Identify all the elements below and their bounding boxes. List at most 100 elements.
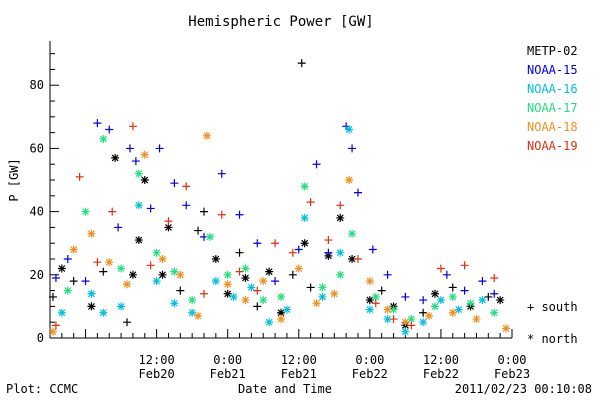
data-point-north — [223, 289, 232, 298]
data-point-north — [265, 267, 274, 276]
data-point-north — [365, 277, 374, 286]
data-point-south — [63, 255, 72, 264]
x-tick-label-date: Feb22 — [352, 367, 388, 381]
legend-entry-metp-02: METP-02 — [527, 44, 578, 58]
axis-ticks: 02040608012:00Feb200:00Feb2112:00Feb210:… — [30, 53, 530, 381]
data-point-south — [460, 286, 469, 295]
data-point-north — [466, 299, 475, 308]
data-point-north — [57, 308, 66, 317]
data-point-south — [200, 207, 208, 216]
legend: METP-02 NOAA-15 NOAA-16 NOAA-17 NOAA-18 NOAA-… — [527, 44, 578, 346]
data-point-north — [134, 236, 143, 245]
data-point-south — [297, 59, 306, 68]
data-point-north — [448, 292, 457, 301]
data-point-north — [48, 327, 57, 336]
data-point-south — [348, 144, 357, 153]
data-point-north — [81, 207, 90, 216]
x-tick-label-date: Feb20 — [139, 367, 175, 381]
data-point-south — [146, 261, 155, 270]
data-point-north — [265, 318, 274, 327]
data-points — [48, 59, 511, 336]
legend-entry-noaa-18: NOAA-18 — [527, 120, 578, 134]
data-point-north — [407, 315, 416, 324]
data-point-north — [345, 176, 354, 185]
data-point-south — [271, 277, 280, 286]
data-point-south — [131, 157, 140, 166]
data-point-north — [158, 270, 167, 279]
legend-entry-noaa-17: NOAA-17 — [527, 101, 578, 115]
data-point-north — [318, 292, 327, 301]
data-point-north — [99, 134, 108, 143]
data-point-north — [202, 131, 211, 140]
data-point-south — [51, 273, 60, 282]
data-point-north — [69, 245, 78, 254]
y-tick-label: 40 — [30, 205, 44, 219]
data-point-north — [211, 255, 220, 264]
data-point-south — [354, 188, 362, 197]
data-point-north — [348, 229, 357, 238]
data-point-north — [336, 213, 345, 222]
x-tick-label-time: 12:00 — [423, 353, 459, 367]
data-point-south — [182, 182, 191, 191]
data-point-north — [371, 292, 380, 301]
data-point-south — [155, 144, 164, 153]
data-point-south — [383, 270, 392, 279]
data-point-north — [259, 296, 268, 305]
data-point-north — [57, 264, 66, 273]
data-point-north — [478, 296, 487, 305]
data-point-north — [259, 277, 268, 286]
data-point-north — [152, 248, 161, 257]
data-point-north — [140, 150, 149, 159]
data-point-north — [205, 232, 214, 241]
data-point-south — [324, 236, 333, 245]
data-point-south — [448, 283, 457, 292]
data-point-north — [188, 296, 197, 305]
y-tick-label: 0 — [37, 331, 44, 345]
data-point-north — [277, 292, 285, 301]
data-point-south — [200, 289, 208, 298]
y-tick-label: 80 — [30, 78, 44, 92]
data-point-south — [194, 226, 203, 235]
data-point-north — [170, 267, 179, 276]
data-point-north — [389, 305, 398, 314]
legend-marker-south: + south — [527, 300, 578, 314]
chart-title: Hemispheric Power [GW] — [188, 14, 373, 30]
data-point-south — [312, 160, 321, 169]
y-tick-label: 60 — [30, 141, 44, 155]
data-point-north — [448, 308, 457, 317]
data-point-north — [87, 229, 96, 238]
data-point-south — [377, 286, 386, 295]
data-point-south — [235, 267, 244, 276]
data-point-north — [419, 318, 428, 327]
data-point-south — [460, 261, 469, 270]
data-point-south — [217, 169, 226, 178]
data-point-south — [81, 277, 90, 286]
data-point-north — [63, 286, 72, 295]
series-noaa-15 — [51, 119, 499, 305]
x-axis-label: Date and Time — [238, 382, 332, 396]
data-point-south — [288, 248, 297, 257]
data-point-north — [300, 213, 309, 222]
data-point-north — [318, 283, 327, 292]
data-point-south — [128, 122, 137, 131]
data-point-south — [253, 302, 262, 311]
data-point-north — [87, 289, 96, 298]
data-point-north — [294, 264, 303, 273]
data-point-north — [365, 296, 374, 305]
series-metp-02 — [48, 59, 505, 330]
data-point-south — [48, 292, 57, 301]
data-point-south — [490, 289, 499, 298]
x-tick-label-time: 12:00 — [281, 353, 317, 367]
data-point-north — [300, 239, 309, 248]
footer-timestamp: 2011/02/23 00:10:08 — [455, 382, 592, 396]
data-point-north — [336, 270, 345, 279]
series-noaa-16 — [57, 125, 487, 336]
data-point-north — [223, 270, 232, 279]
x-tick-label-time: 0:00 — [213, 353, 242, 367]
data-point-north — [229, 292, 238, 301]
x-tick-label-date: Feb21 — [281, 367, 317, 381]
plot-frame — [49, 41, 512, 339]
data-point-south — [99, 267, 108, 276]
data-point-north — [111, 153, 120, 162]
